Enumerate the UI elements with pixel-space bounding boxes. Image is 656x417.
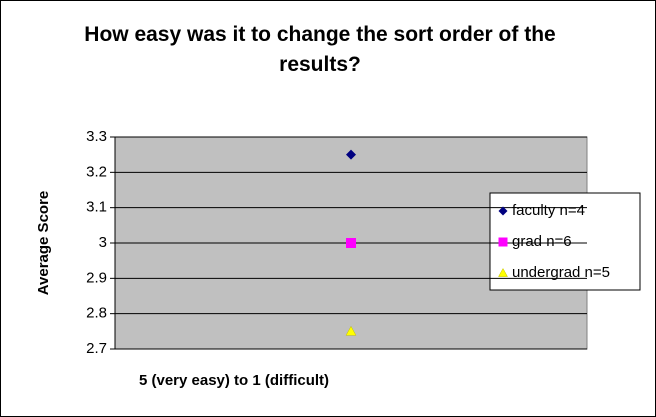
- point: [345, 325, 357, 336]
- chart-title: How easy was it to change the sort order…: [84, 23, 556, 76]
- legend-label: faculty n=4: [512, 202, 585, 219]
- y-tick-label: 2.9: [86, 269, 107, 286]
- y-tick-label: 2.8: [86, 305, 107, 322]
- y-tick-label: 3.1: [86, 199, 107, 216]
- y-tick-label: 3.2: [86, 163, 107, 180]
- y-axis-label: Average Score: [35, 191, 52, 296]
- y-tick-label: 3.3: [86, 128, 107, 145]
- y-tick-label: 2.7: [86, 340, 107, 357]
- legend-label: grad n=6: [512, 233, 572, 250]
- legend-label: undergrad n=5: [512, 264, 610, 281]
- legend-box: [489, 192, 641, 291]
- legend-marker: [498, 267, 508, 277]
- legend-marker: [498, 237, 508, 247]
- point: [346, 149, 356, 160]
- x-axis-label: 5 (very easy) to 1 (difficult): [139, 372, 329, 389]
- legend-marker: [498, 206, 508, 216]
- point: [346, 238, 356, 248]
- y-tick-label: 3: [99, 234, 107, 251]
